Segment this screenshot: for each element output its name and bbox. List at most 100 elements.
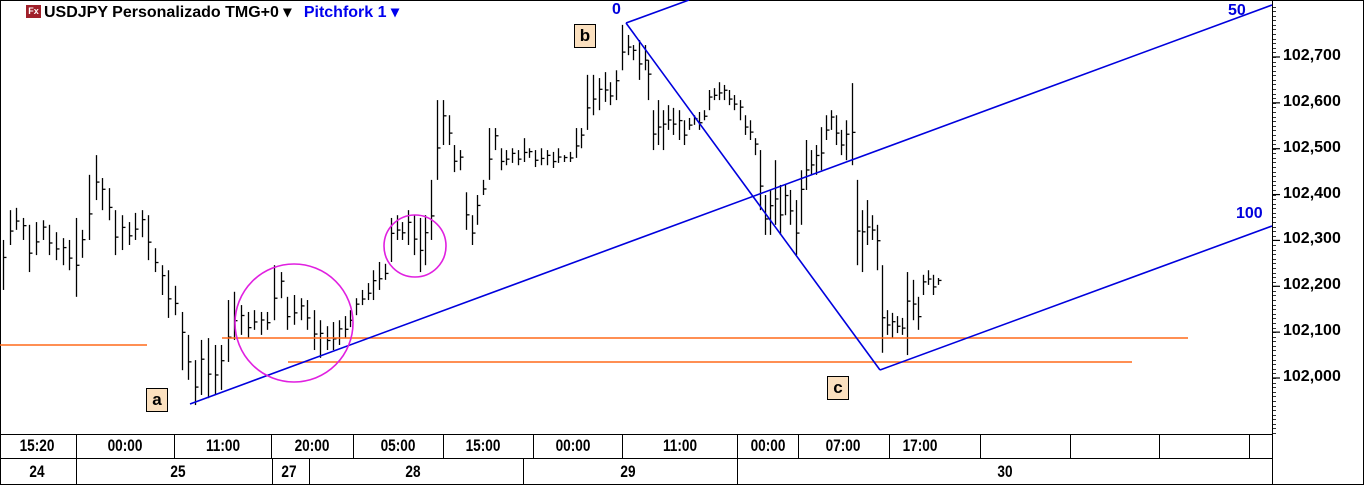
price-bar [471,215,476,246]
price-bar [121,215,126,251]
price-bar [319,320,324,358]
date-tick-label: 25 [170,462,186,481]
price-bar [901,317,906,335]
price-tick-label: 102,100 [1283,322,1341,340]
price-bar [42,220,47,240]
pitchfork-bc-line[interactable] [625,22,881,371]
wave-label-b[interactable]: b [574,24,596,48]
time-tick-label: 11:00 [662,436,698,455]
price-bar [835,115,840,146]
time-tick-label: 00:00 [107,436,143,455]
price-bar [647,60,652,101]
price-bar [62,238,67,266]
price-bar [413,215,418,256]
price-bar [293,294,298,325]
price-bar [313,310,318,351]
price-bar [147,215,152,261]
price-bar [580,128,585,149]
price-bar [932,274,937,295]
price-bar [569,151,574,162]
price-bar [586,74,591,130]
price-bar [552,151,557,168]
price-bar [672,107,677,135]
highlight-circle-large[interactable] [234,263,354,383]
price-bar [851,83,856,166]
price-bar [167,270,172,318]
price-bar [534,150,539,168]
price-bars [2,24,942,406]
price-bar [9,210,14,246]
price-bar [253,310,258,330]
pitchfork-level-50: 50 [1228,2,1246,19]
study-dropdown-icon[interactable]: ▾ [390,4,399,21]
price-bar [187,334,192,380]
price-bar [220,344,225,390]
price-bar [866,200,871,246]
price-bar [667,105,672,130]
price-bar [114,210,119,256]
pitchfork-upper-line[interactable] [625,0,690,24]
highlight-circle-small[interactable] [383,214,447,278]
pitchfork-median-line[interactable] [189,4,1273,405]
price-bar [917,296,922,330]
price-bar [355,298,360,316]
price-bar [795,200,800,256]
price-bar [856,179,861,266]
price-tick-label: 102,400 [1283,184,1341,202]
price-bar [937,278,942,285]
time-tick-label: 15:20 [19,436,55,455]
price-bar [207,338,212,399]
price-bar [815,145,820,175]
price-bar [500,148,505,171]
price-bar [638,40,643,80]
price-bar [896,316,901,334]
price-bar [108,188,113,221]
study-title[interactable]: Pitchfork 1 [303,4,387,21]
symbol-title[interactable]: USDJPY Personalizado TMG+0 [44,4,279,21]
price-bar [927,270,932,285]
symbol-dropdown-icon[interactable]: ▾ [283,4,292,21]
price-bar [744,115,749,135]
price-bar [55,232,60,261]
price-bar [338,320,343,345]
pitchfork-lower-line[interactable] [879,225,1273,371]
price-bar [286,296,291,330]
price-axis-ticks [1273,7,1280,434]
price-bar [396,215,401,240]
price-bar [161,265,166,295]
price-bar [703,110,708,121]
price-bar [861,210,866,273]
price-bar [75,217,80,297]
price-bar [825,115,830,140]
chart-title[interactable]: USDJPY Personalizado TMG+0 ▾ Pitchfork 1… [44,2,399,22]
price-bar [592,74,597,116]
price-bar [528,148,533,158]
price-bar [621,24,626,71]
price-bar [273,265,278,321]
fx-logo-icon: Fx [26,5,41,18]
price-bar [517,150,522,166]
time-tick-label: 11:00 [205,436,241,455]
wave-label-c[interactable]: c [827,376,849,400]
price-bar [511,148,516,163]
price-bar [723,84,728,101]
price-bar [306,300,311,330]
pitchfork-level-0: 0 [612,1,621,18]
price-bar [141,210,146,238]
price-bar [442,100,447,146]
wave-label-a[interactable]: a [146,388,168,412]
price-bar [344,316,349,339]
price-bar [754,138,759,156]
price-tick-label: 102,500 [1283,138,1341,156]
price-bar [260,311,265,335]
price-bar [214,344,219,395]
price-bar [718,82,723,101]
price-bar [708,89,713,111]
price-bar [101,178,106,211]
price-bar [652,110,657,151]
price-bar [759,150,764,211]
price-bar [779,184,784,235]
price-bar [789,189,794,225]
time-tick-label: 15:00 [465,436,501,455]
